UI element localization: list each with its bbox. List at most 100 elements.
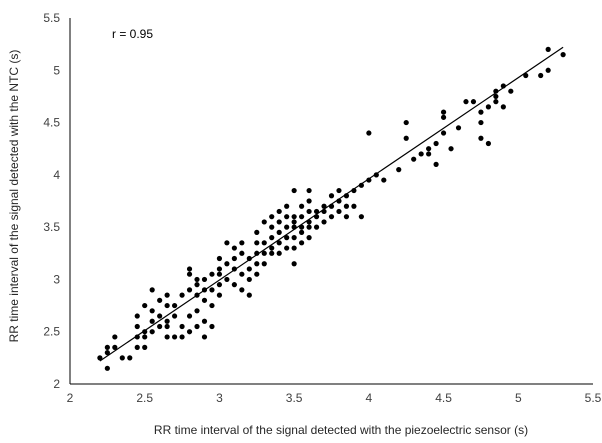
data-point bbox=[306, 187, 312, 194]
data-point bbox=[328, 203, 335, 209]
data-point bbox=[560, 52, 566, 58]
data-point bbox=[284, 245, 290, 251]
data-point bbox=[500, 104, 506, 110]
x-tick-label: 3.5 bbox=[286, 391, 303, 405]
data-point bbox=[149, 329, 155, 335]
data-point bbox=[127, 355, 133, 361]
data-point bbox=[343, 203, 350, 209]
x-tick-label: 4 bbox=[366, 391, 373, 405]
data-point bbox=[328, 214, 335, 220]
data-point bbox=[254, 271, 260, 277]
data-point bbox=[134, 313, 140, 319]
y-tick-label: 4 bbox=[53, 168, 60, 182]
data-point bbox=[411, 156, 417, 162]
x-tick-label: 2.5 bbox=[136, 391, 153, 405]
data-point bbox=[269, 250, 275, 256]
data-point bbox=[358, 214, 364, 220]
data-point bbox=[321, 203, 327, 209]
data-point bbox=[366, 177, 372, 183]
y-tick-label: 5 bbox=[53, 63, 60, 77]
data-point bbox=[172, 302, 178, 309]
data-point bbox=[112, 344, 118, 350]
data-point bbox=[291, 235, 297, 241]
data-point bbox=[508, 88, 514, 94]
data-point bbox=[403, 135, 409, 141]
data-point bbox=[366, 130, 372, 136]
x-axis-title: RR time interval of the signal detected … bbox=[154, 423, 528, 437]
data-point bbox=[291, 224, 297, 230]
data-point bbox=[164, 302, 170, 309]
data-point bbox=[142, 302, 148, 309]
data-point bbox=[343, 214, 350, 220]
data-point bbox=[142, 344, 148, 350]
data-point bbox=[284, 214, 290, 220]
plot-area: 2 2.5 3 3.5 4 4.5 5 5.5 2 2.5 3 3.5 4 4.5 5 5.5 bbox=[43, 11, 601, 405]
y-axis-title: RR time interval of the signal detected … bbox=[7, 50, 21, 343]
data-point bbox=[142, 329, 148, 335]
data-point bbox=[239, 250, 245, 256]
data-point bbox=[493, 93, 499, 100]
data-point bbox=[396, 167, 402, 173]
data-point bbox=[186, 266, 193, 272]
data-point bbox=[149, 318, 155, 324]
data-point bbox=[358, 182, 364, 188]
y-tick-label: 4.5 bbox=[43, 116, 60, 130]
data-point bbox=[336, 187, 342, 194]
data-point bbox=[119, 355, 125, 361]
data-point bbox=[224, 261, 230, 267]
data-point bbox=[149, 287, 155, 293]
data-point bbox=[186, 271, 193, 277]
data-point bbox=[186, 287, 193, 293]
data-point bbox=[426, 146, 432, 152]
data-point bbox=[306, 219, 312, 225]
data-point bbox=[201, 297, 208, 303]
data-point bbox=[321, 208, 327, 215]
data-point bbox=[231, 282, 237, 288]
data-point bbox=[291, 214, 297, 220]
data-point bbox=[306, 224, 312, 230]
data-point bbox=[276, 219, 282, 225]
data-point bbox=[186, 329, 193, 335]
data-point bbox=[485, 140, 491, 147]
data-point bbox=[201, 334, 208, 340]
data-point bbox=[209, 302, 215, 309]
data-point bbox=[299, 240, 305, 246]
data-point bbox=[194, 308, 200, 314]
data-point bbox=[523, 72, 529, 79]
data-point bbox=[313, 224, 320, 230]
data-point bbox=[493, 88, 499, 94]
data-point bbox=[261, 219, 267, 225]
data-point bbox=[276, 240, 282, 246]
data-point bbox=[97, 355, 103, 361]
data-point bbox=[545, 46, 551, 52]
x-tick-labels: 2 2.5 3 3.5 4 4.5 5 5.5 bbox=[67, 391, 602, 405]
data-point bbox=[500, 83, 506, 89]
data-point bbox=[538, 72, 544, 79]
data-point bbox=[254, 250, 260, 256]
data-points bbox=[97, 46, 566, 371]
data-point bbox=[485, 104, 491, 110]
data-point bbox=[224, 240, 230, 246]
data-point bbox=[134, 344, 140, 350]
data-point bbox=[209, 271, 215, 277]
data-point bbox=[157, 323, 163, 330]
data-point bbox=[351, 187, 357, 194]
data-point bbox=[478, 135, 484, 141]
data-point bbox=[104, 365, 110, 371]
data-point bbox=[149, 308, 155, 314]
data-point bbox=[299, 214, 305, 220]
data-point bbox=[172, 313, 178, 319]
y-tick-label: 5.5 bbox=[43, 11, 60, 25]
data-point bbox=[172, 334, 178, 340]
data-point bbox=[269, 224, 275, 230]
y-tick-label: 3 bbox=[53, 272, 60, 286]
y-tick-labels: 2 2.5 3 3.5 4 4.5 5 5.5 bbox=[43, 11, 60, 391]
data-point bbox=[351, 203, 357, 209]
data-point bbox=[478, 119, 484, 126]
data-point bbox=[269, 245, 275, 251]
data-point bbox=[313, 208, 320, 215]
data-point bbox=[343, 193, 350, 199]
data-point bbox=[216, 271, 223, 277]
data-point bbox=[201, 276, 208, 283]
data-point bbox=[299, 224, 305, 230]
